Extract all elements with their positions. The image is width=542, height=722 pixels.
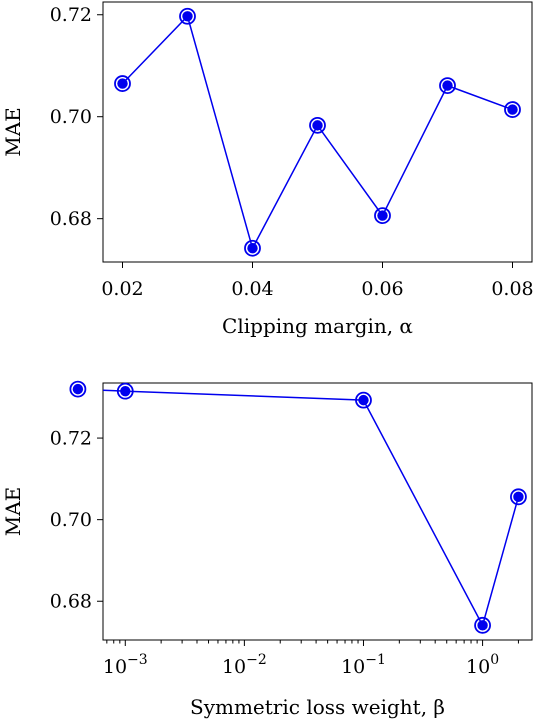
data-point-ring bbox=[439, 77, 456, 95]
data-point-ring bbox=[244, 239, 261, 257]
x-tick-label: 100 bbox=[466, 652, 499, 678]
y-axis-label: MAE bbox=[1, 107, 25, 157]
data-point-ring bbox=[504, 101, 521, 118]
data-point-ring bbox=[116, 382, 134, 400]
data-point-ring bbox=[179, 7, 196, 25]
data-point bbox=[477, 620, 488, 631]
data-point bbox=[247, 243, 258, 254]
data-point-ring bbox=[355, 391, 372, 409]
data-point bbox=[72, 383, 84, 395]
x-tick-label: 10−2 bbox=[222, 652, 267, 678]
x-tick-label: 10−3 bbox=[103, 652, 148, 678]
data-point bbox=[117, 78, 128, 89]
data-point bbox=[507, 104, 518, 115]
y-tick-label: 0.68 bbox=[50, 591, 92, 613]
data-point bbox=[513, 491, 524, 503]
chart-panel-2: 0.68 0.70 0.72 10−3 10−2 10−1 100 Symmetric los… bbox=[1, 380, 533, 719]
data-point bbox=[442, 80, 453, 91]
x-axis-label: Symmetric loss weight, β bbox=[190, 695, 445, 719]
data-point bbox=[312, 120, 323, 131]
y-tick-label: 0.68 bbox=[50, 208, 92, 230]
y-tick-label: 0.72 bbox=[50, 4, 92, 26]
x-tick-label: 10−1 bbox=[341, 652, 386, 678]
x-tick-label: 0.04 bbox=[231, 278, 273, 300]
axes-frame bbox=[102, 382, 533, 641]
axes-frame bbox=[102, 1, 533, 263]
data-point-ring bbox=[474, 616, 491, 634]
data-point-ring bbox=[510, 488, 527, 506]
data-point bbox=[377, 210, 388, 221]
x-axis-label: Clipping margin, α bbox=[222, 314, 413, 338]
x-tick-label: 0.06 bbox=[361, 278, 403, 300]
data-point bbox=[120, 385, 131, 397]
plot-area bbox=[103, 389, 520, 628]
data-point-ring bbox=[374, 207, 391, 225]
data-point-ring bbox=[114, 75, 131, 92]
y-tick-label: 0.70 bbox=[50, 106, 92, 128]
y-axis-label: MAE bbox=[1, 487, 25, 537]
series-line bbox=[103, 389, 520, 628]
chart-panel-1: 0.68 0.70 0.72 0.02 0.04 0.06 0.08 Clipping mar… bbox=[1, 1, 534, 338]
data-point bbox=[358, 394, 369, 406]
data-point bbox=[182, 11, 193, 22]
data-point-ring bbox=[309, 116, 326, 134]
data-point-ring bbox=[69, 380, 87, 398]
x-tick-label: 0.02 bbox=[101, 278, 143, 300]
x-tick-label: 0.08 bbox=[491, 278, 533, 300]
y-tick-label: 0.70 bbox=[50, 509, 92, 531]
y-tick-label: 0.72 bbox=[50, 428, 92, 450]
